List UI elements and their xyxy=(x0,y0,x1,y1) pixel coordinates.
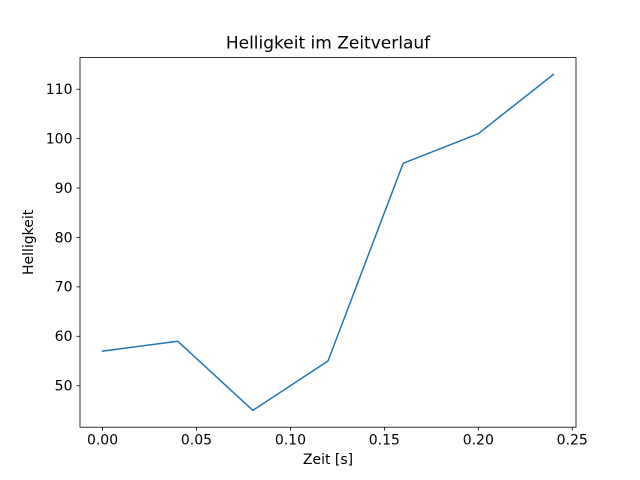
x-axis-label: Zeit [s] xyxy=(303,452,353,468)
x-tick-label: 0.10 xyxy=(275,433,306,449)
y-tick-label: 50 xyxy=(55,378,73,394)
y-tick-label: 110 xyxy=(46,82,73,98)
y-tick-label: 100 xyxy=(46,131,73,147)
axes-frame xyxy=(79,57,577,428)
y-tick-label: 90 xyxy=(55,181,73,197)
x-tick-label: 0.05 xyxy=(181,433,212,449)
x-tick-label: 0.20 xyxy=(463,433,494,449)
data-line-helligkeit xyxy=(101,73,555,412)
y-tick-label: 60 xyxy=(55,329,73,345)
x-tick-label: 0.15 xyxy=(369,433,400,449)
y-axis-label: Helligkeit xyxy=(21,209,37,275)
y-tick-label: 80 xyxy=(55,230,73,246)
x-tick-label: 0.25 xyxy=(557,433,588,449)
x-tick-label: 0.00 xyxy=(87,433,118,449)
chart-title: Helligkeit im Zeitverlauf xyxy=(226,34,431,54)
y-tick-label: 70 xyxy=(55,280,73,296)
